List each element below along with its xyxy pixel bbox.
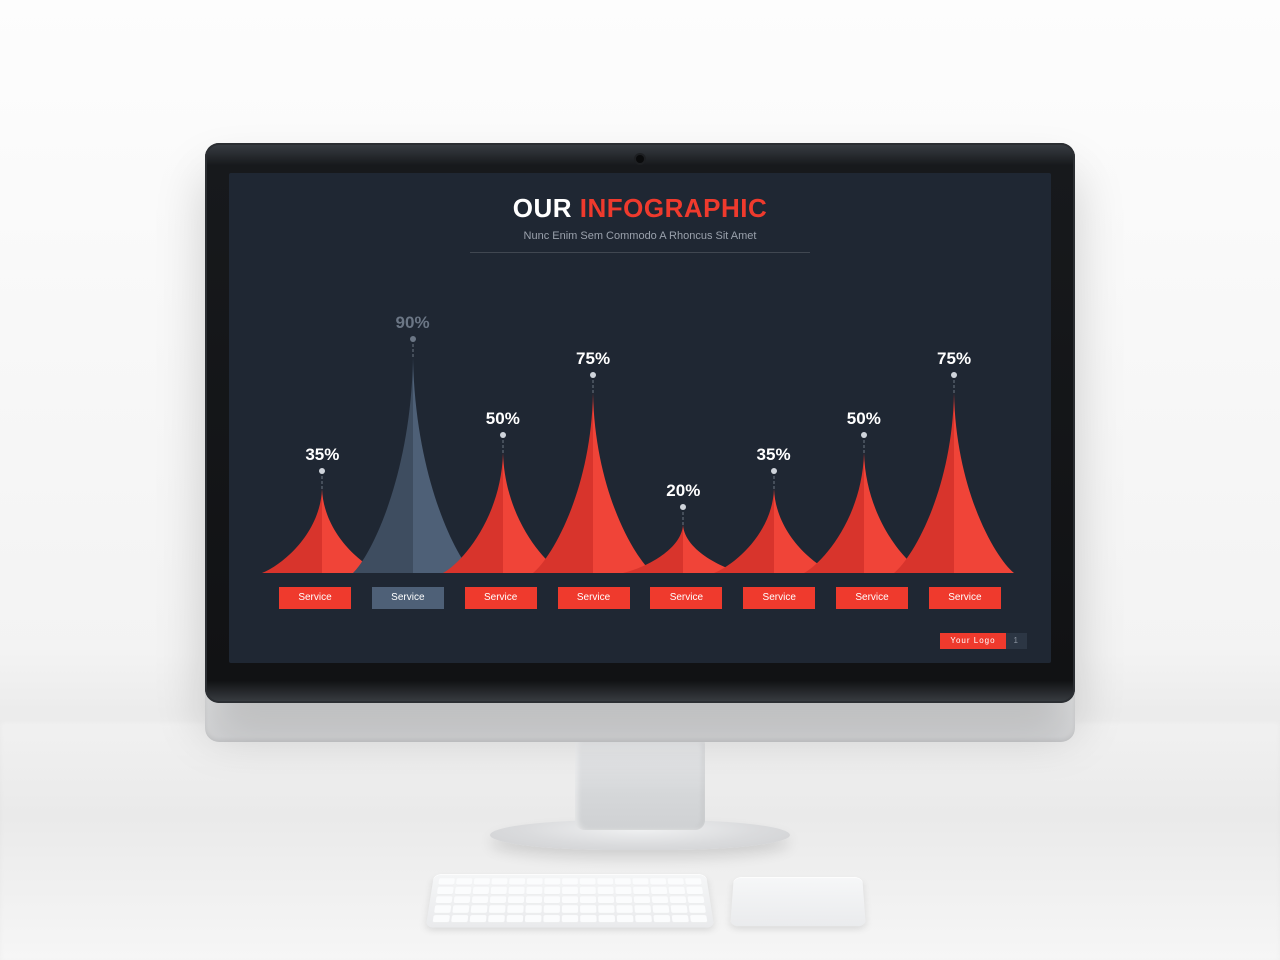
category-button-7[interactable]: Service [929,587,1001,609]
peak-7: 75% [894,393,1014,573]
peak-dot-icon [680,504,686,510]
peak-value-label: 50% [486,409,520,429]
peak-value-label: 75% [937,349,971,369]
category-button-2[interactable]: Service [465,587,537,609]
footer-brand-badge: Your Logo [940,633,1005,649]
monitor: OUR INFOGRAPHIC Nunc Enim Sem Commodo A … [205,143,1075,703]
keyboard [426,874,715,928]
peak-value-label: 35% [305,445,339,465]
scene: OUR INFOGRAPHIC Nunc Enim Sem Commodo A … [0,0,1280,960]
peak-value-label: 20% [666,481,700,501]
slide: OUR INFOGRAPHIC Nunc Enim Sem Commodo A … [229,173,1051,663]
category-button-row: Service Service Service Service Service Servi… [279,587,1001,613]
peak-dot-icon [861,432,867,438]
category-button-0[interactable]: Service [279,587,351,609]
category-button-6[interactable]: Service [836,587,908,609]
category-button-1[interactable]: Service [372,587,444,609]
category-button-3[interactable]: Service [558,587,630,609]
keyboard-keys [433,878,708,923]
peak-dot-icon [500,432,506,438]
category-button-5[interactable]: Service [743,587,815,609]
category-button-4[interactable]: Service [650,587,722,609]
title-part-1: OUR [513,193,580,223]
peak-value-label: 75% [576,349,610,369]
peak-dot-icon [590,372,596,378]
title-part-2: INFOGRAPHIC [580,193,768,223]
title-block: OUR INFOGRAPHIC Nunc Enim Sem Commodo A … [229,193,1051,253]
slide-footer: Your Logo 1 [940,633,1027,649]
screen: OUR INFOGRAPHIC Nunc Enim Sem Commodo A … [229,173,1051,663]
footer-page-number: 1 [1006,633,1027,649]
peak-value-label: 35% [757,445,791,465]
peak-dot-icon [319,468,325,474]
peaks-chart: 35% 90% 50% 75% 20% 35% 50% 75% [279,293,1001,573]
peak-value-label: 50% [847,409,881,429]
peak-dot-icon [771,468,777,474]
peak-dot-icon [410,336,416,342]
camera-icon [636,155,644,163]
trackpad [730,877,866,926]
slide-title: OUR INFOGRAPHIC [229,193,1051,224]
slide-subtitle: Nunc Enim Sem Commodo A Rhoncus Sit Amet [229,230,1051,242]
peak-dot-icon [951,372,957,378]
title-divider [470,252,810,253]
peak-value-label: 90% [396,313,430,333]
monitor-stand-neck [575,740,705,830]
